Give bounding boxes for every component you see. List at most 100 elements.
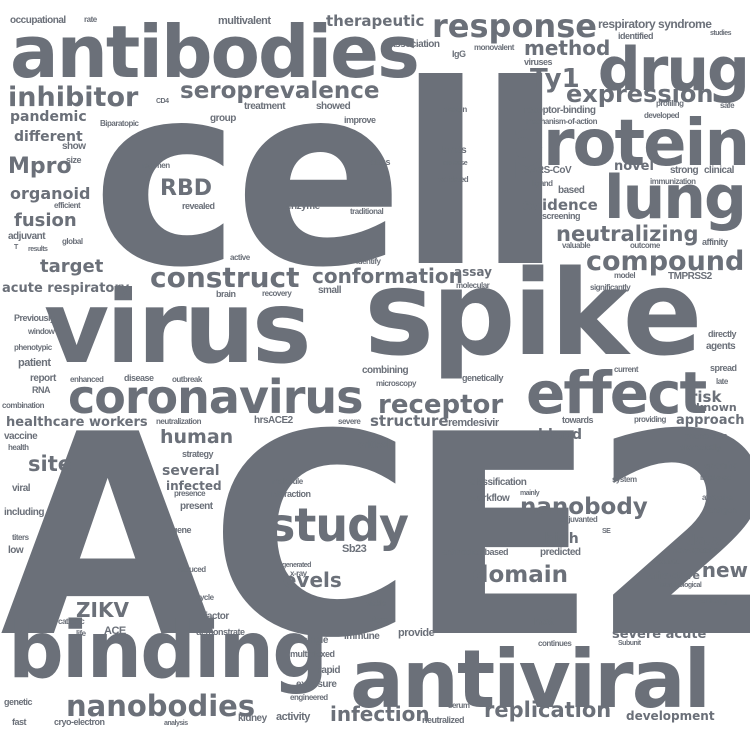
word-target: target (40, 256, 104, 277)
word-rate: rate (84, 15, 97, 24)
word-significantly: significantly (590, 283, 631, 292)
word-non-specific: non-specific (672, 545, 720, 555)
word-combination: combination (2, 401, 45, 410)
word-report: report (30, 373, 56, 384)
word-profiling: profiling (656, 99, 684, 108)
word-association: association (390, 39, 440, 50)
word-therapeutic: therapeutic (326, 12, 425, 30)
word-spike: spike (364, 244, 702, 382)
word-analysis: analysis (164, 720, 188, 727)
word-healthcare-workers: healthcare workers (6, 415, 148, 430)
word-morphological: Morphological (660, 582, 702, 589)
word-receptor: receptor (378, 390, 504, 420)
word-model: model (614, 271, 636, 280)
word-genetically: genetically (462, 373, 504, 383)
word-fusion: fusion (14, 210, 77, 231)
word-biparatopic: Biparatopic (100, 119, 139, 128)
word-microscopy: microscopy (376, 379, 416, 388)
word-inhibitor: inhibitor (8, 82, 139, 113)
word-cell: cell (92, 31, 563, 322)
word-several: several (162, 463, 220, 479)
word-development: development (626, 709, 715, 723)
word-ty1: Ty1 (530, 64, 580, 94)
word-conformation: conformation (312, 264, 463, 288)
word-viruses: viruses (524, 57, 553, 67)
word-molecular: molecular (456, 281, 490, 290)
word-improve: improve (344, 115, 376, 125)
word-antiviral: antiviral (350, 633, 711, 726)
word-health: health (8, 443, 29, 452)
word-outcome: outcome (630, 241, 660, 250)
word-evidence: evidence (522, 196, 598, 214)
word-sb23: Sb23 (342, 543, 367, 555)
word-data: data (686, 533, 722, 549)
word-attractive: attractive (702, 493, 733, 502)
word-antibodies-based: antibodies-based (442, 547, 509, 557)
word-providing: providing (634, 415, 666, 424)
word-active: active (230, 253, 250, 262)
word-nanobodies: nanobodies (66, 689, 256, 723)
word-cryo-electron: cryo-electron (54, 717, 105, 727)
word-seroprevalence: seroprevalence (180, 78, 380, 104)
word-combining: combining (362, 365, 409, 376)
word-enhanced: enhanced (70, 375, 104, 384)
word-identify: identify (356, 257, 381, 266)
word-cd4: CD4 (156, 98, 169, 105)
word-efficient: efficient (54, 201, 81, 210)
word-global: global (62, 237, 83, 246)
word-single: single (302, 635, 328, 646)
word-expression: expression (566, 80, 714, 108)
word-protein: protein (499, 107, 750, 181)
word-sars-cov: SARS-CoV (524, 165, 572, 176)
word-improved: improved (700, 473, 733, 482)
word-subunit: Subunit (618, 640, 641, 647)
word-multiplexed: multiplexed (290, 649, 335, 659)
word-assay: assay (454, 265, 492, 279)
word-construct: construct (150, 261, 300, 294)
word-classification: classification (470, 477, 527, 488)
word-class: class (370, 157, 391, 167)
word-nanobody: nanobody (520, 494, 648, 520)
word-known: known (696, 401, 737, 414)
word-specific: specific (704, 461, 738, 472)
word-provide: provide (398, 627, 435, 639)
word-neutralization: neutralization (156, 417, 202, 426)
word-phenomics: phenomics (684, 431, 728, 441)
word-recovery: recovery (262, 289, 292, 298)
word-strong: strong (670, 165, 699, 176)
word-effective: effective (646, 569, 701, 582)
word-binding: binding (8, 606, 328, 696)
word-traditional: traditional (350, 207, 384, 216)
word-outbreak: outbreak (172, 375, 202, 384)
word-life: life (76, 629, 86, 638)
word-predicted: predicted (540, 547, 581, 558)
word-new: new (701, 558, 748, 582)
word-disease: disease (124, 373, 154, 383)
word-effect: effect (526, 359, 707, 427)
word-patient: patient (18, 357, 51, 369)
word-host: host (534, 617, 554, 628)
word-mpro: Mpro (8, 154, 72, 179)
word-monovalent: monovalent (474, 43, 514, 52)
word-method: method (524, 36, 611, 60)
word-virus: virus (44, 269, 311, 386)
word-show: show (62, 141, 86, 152)
word-titers: titers (12, 533, 29, 542)
word-se: SE (602, 528, 611, 535)
word-fast: fast (12, 717, 27, 727)
word-present: present (180, 501, 213, 512)
word-generated: generated (282, 562, 311, 569)
word-system: system (612, 475, 637, 484)
word-response: response (432, 7, 597, 45)
word-neutralized: neutralized (422, 715, 465, 725)
word-including: including (4, 507, 44, 518)
word-revealed: revealed (182, 201, 215, 211)
word-adjuvant: adjuvant (8, 231, 46, 242)
word-antigen: antigen (708, 505, 737, 515)
word-enzyme: enzyme (286, 201, 320, 212)
word-phenotypic: phenotypic (14, 343, 52, 352)
word-towards: towards (562, 415, 594, 425)
word-ace2: ACE2 (0, 375, 750, 699)
word-acute-respiratory: acute respiratory (2, 281, 130, 296)
word-among: among (700, 595, 728, 605)
